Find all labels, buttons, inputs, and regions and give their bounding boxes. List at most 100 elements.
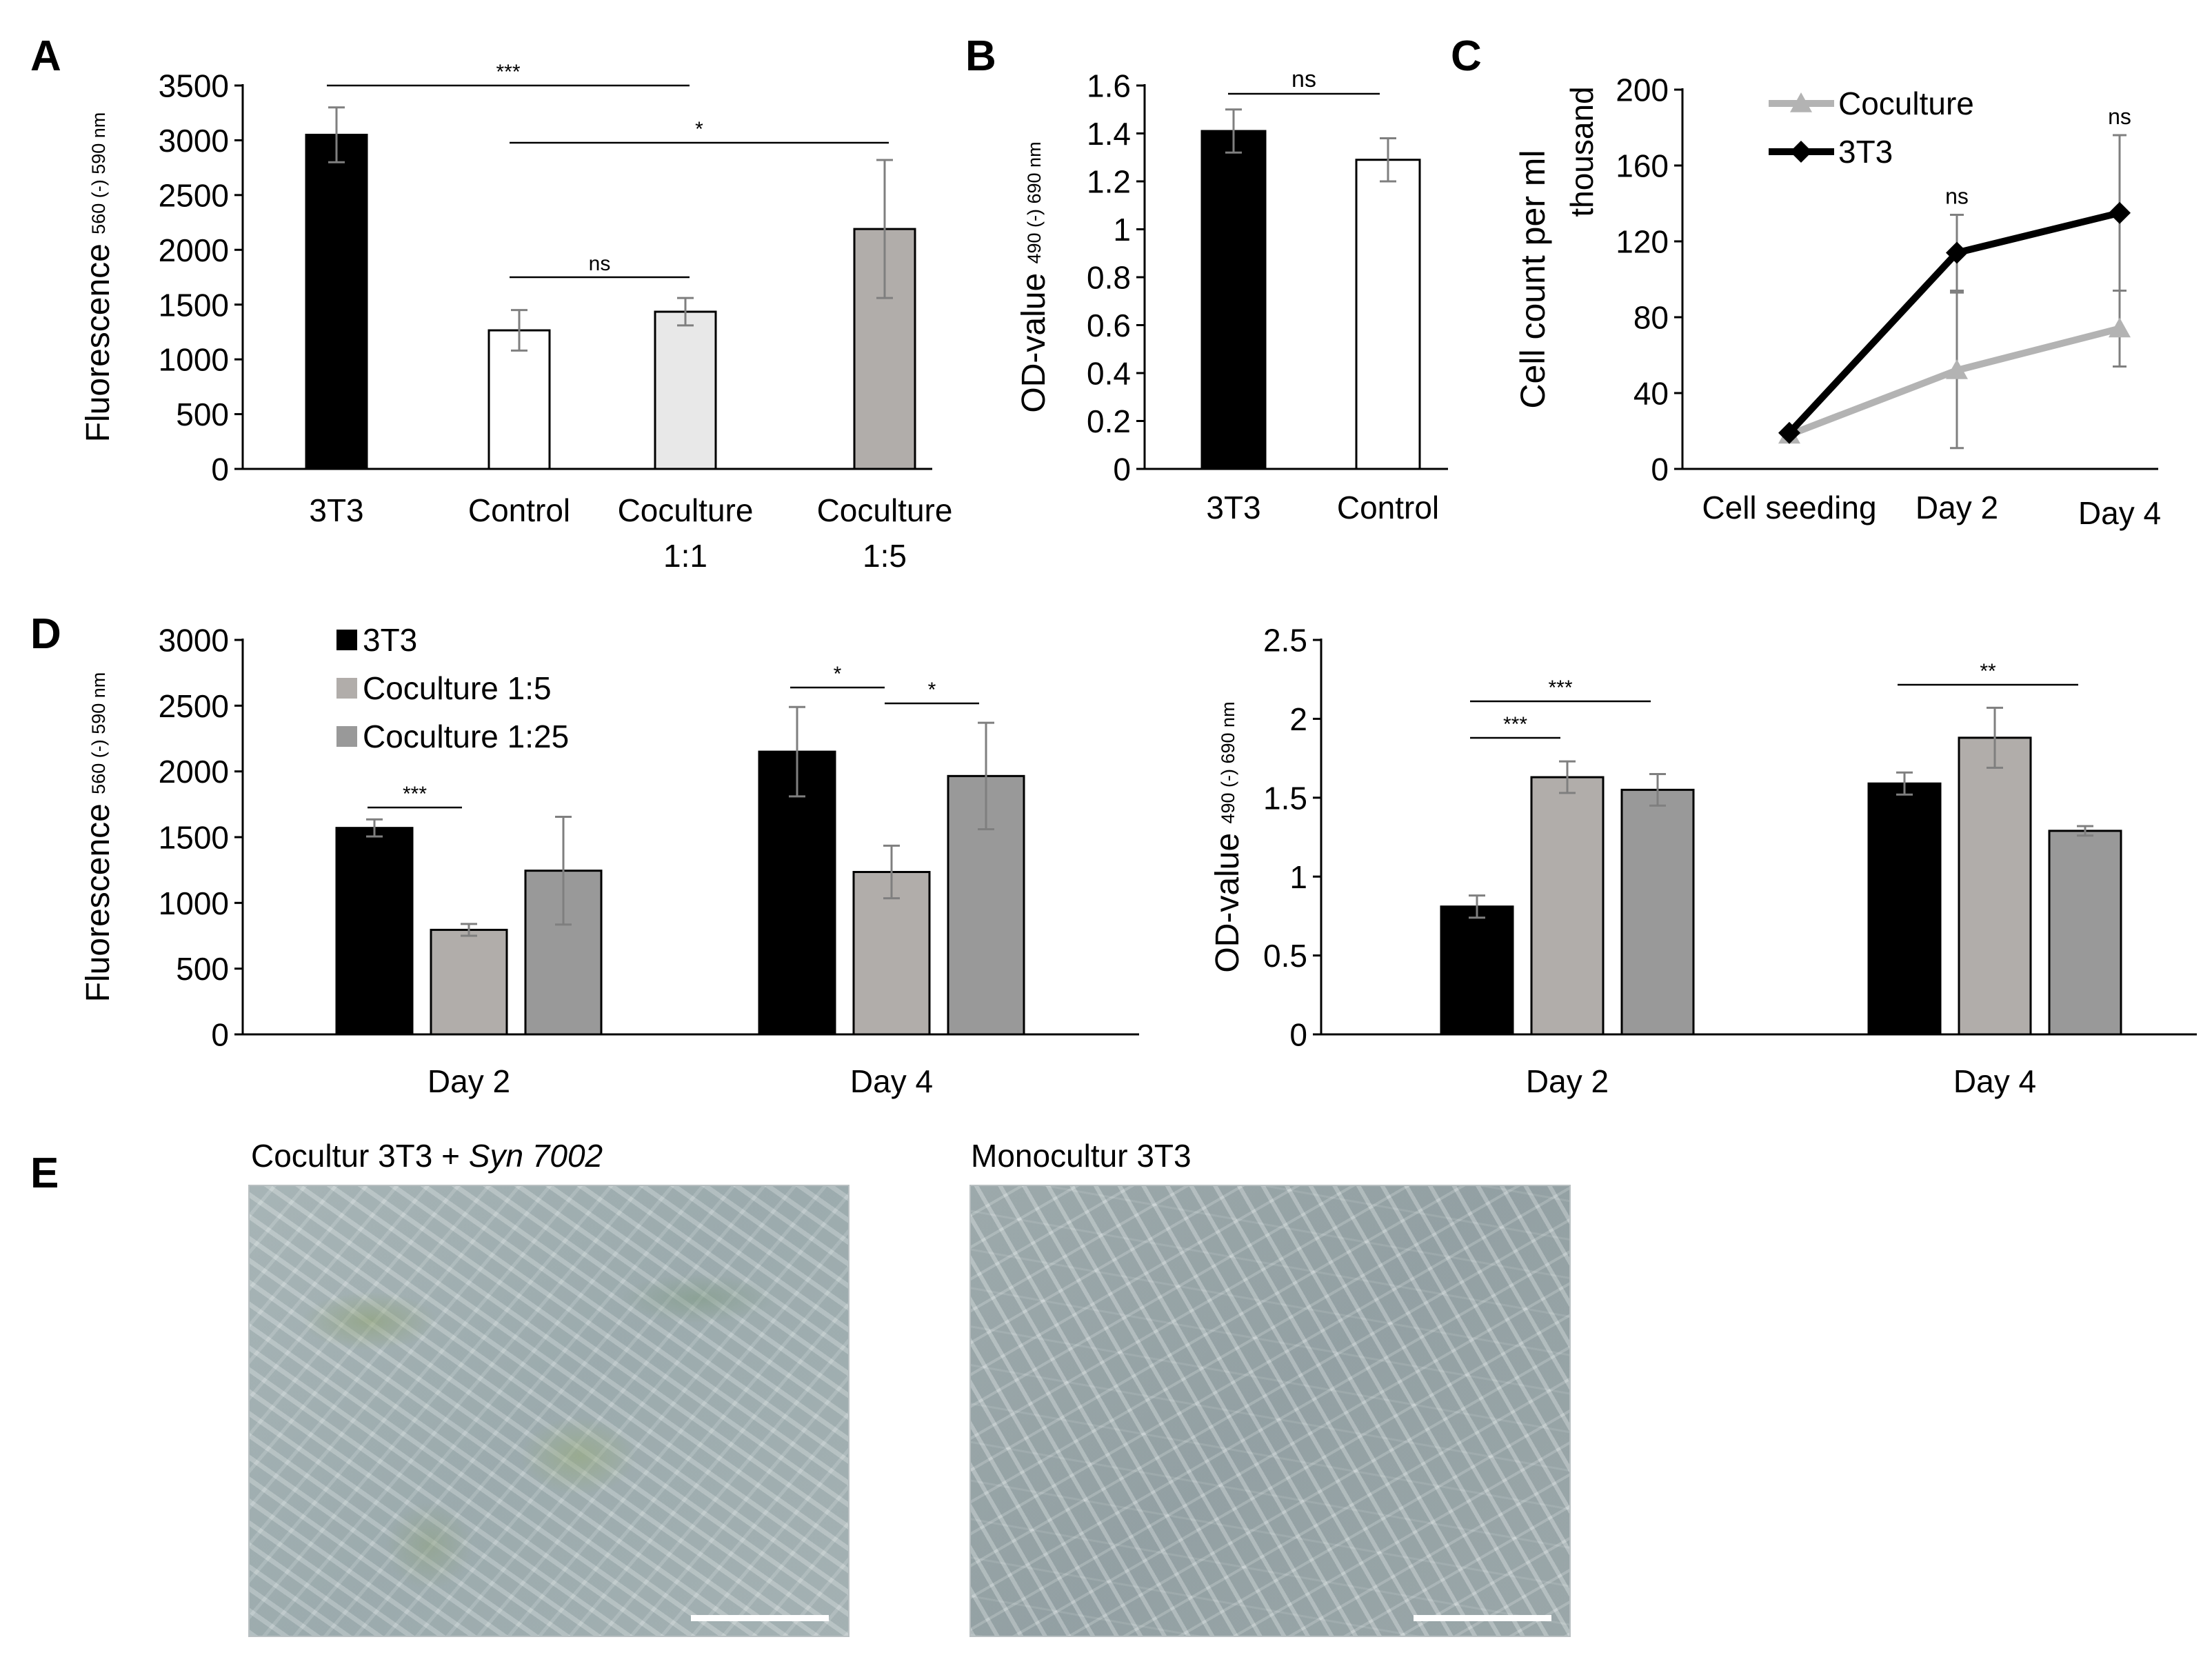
- y-tick-label: 0: [211, 452, 229, 488]
- legend-marker: [1790, 92, 1812, 112]
- scale-bar: [691, 1615, 829, 1621]
- y-tick-label: 1.4: [1087, 116, 1131, 152]
- panel-letter-a: A: [30, 32, 61, 80]
- data-point: [1946, 241, 1968, 264]
- y-axis-label: OD-value 490 (-) 690 nm: [1016, 141, 1052, 412]
- significance-label: ***: [496, 61, 520, 83]
- y-tick-label: 200: [1616, 72, 1669, 108]
- bar: [1440, 905, 1514, 1036]
- y-tick-label: 0.6: [1087, 308, 1131, 343]
- y-axis-label-main: Fluorescence: [80, 794, 117, 1002]
- x-tick-label: 1:5: [863, 538, 907, 574]
- y-tick-label: 3000: [159, 623, 229, 659]
- micrograph-monoculture: [969, 1185, 1571, 1637]
- y-tick-label: 40: [1633, 376, 1669, 412]
- data-point: [1946, 359, 1968, 379]
- y-tick-label: 1.2: [1087, 164, 1131, 200]
- y-tick-label: 1000: [159, 885, 229, 921]
- x-tick-label: Day 2: [428, 1063, 510, 1099]
- y-axis-label-main: OD-value: [1209, 824, 1246, 973]
- y-tick-label: 500: [176, 397, 229, 432]
- y-tick-label: 1500: [159, 820, 229, 856]
- y-tick-label: 0: [1289, 1017, 1307, 1053]
- bar: [2048, 830, 2122, 1036]
- bar: [1355, 159, 1421, 470]
- panel-letter-e: E: [30, 1150, 59, 1197]
- chart-a: 0 500 1000 1500 2000 2500 3000 3500 Fluorescence…: [80, 61, 952, 574]
- y-axis-label: Fluorescence 560 (-) 590 nm: [80, 112, 117, 443]
- legend-marker: [1790, 141, 1812, 163]
- y-axis-label: Cell count per ml: [1514, 150, 1552, 408]
- legend-label: Coculture: [1838, 86, 1974, 121]
- x-tick-label: 3T3: [1206, 490, 1260, 525]
- y-tick-label: 2: [1289, 701, 1307, 737]
- y-axis-label-sub: 490 (-) 690 nm: [1218, 701, 1238, 823]
- x-tick-label: Day 4: [1953, 1063, 2036, 1099]
- y-tick-label: 2000: [159, 754, 229, 790]
- y-tick-label: 3000: [159, 123, 229, 159]
- y-tick-label: 1.6: [1087, 68, 1131, 104]
- legend-label: Coculture 1:5: [363, 670, 552, 706]
- y-tick-label: 0.5: [1263, 938, 1307, 974]
- y-tick-label: 3500: [159, 68, 229, 104]
- significance-label: **: [1980, 660, 1996, 683]
- legend-swatch: [336, 678, 357, 699]
- x-tick-label: Control: [468, 492, 570, 528]
- data-point: [1778, 421, 1800, 444]
- chart-d-od: 0 0.5 1 1.5 2 2.5 OD-value 490 (-) 690 nm Day 2…: [1209, 623, 2197, 1099]
- y-axis-label-main: OD-value: [1016, 264, 1052, 413]
- chart-b: 0 0.2 0.4 0.6 0.8 1 1.2 1.4 1.6 OD-value 490 (-) …: [1016, 66, 1448, 525]
- bar: [305, 133, 368, 470]
- bar: [1867, 782, 1942, 1036]
- x-tick-label: Coculture: [817, 492, 953, 528]
- panel-letters: A B C D E: [30, 32, 1482, 1197]
- significance-label: ns: [589, 252, 611, 275]
- legend-label: 3T3: [1838, 134, 1893, 170]
- y-tick-label: 1: [1289, 859, 1307, 895]
- x-tick-label: Day 2: [1526, 1063, 1609, 1099]
- legend-swatch: [336, 726, 357, 747]
- panel-letter-d: D: [30, 610, 61, 658]
- x-tick-label: 1:1: [663, 538, 707, 574]
- y-tick-label: 1500: [159, 287, 229, 323]
- y-axis-label: OD-value 490 (-) 690 nm: [1209, 701, 1246, 972]
- y-tick-label: 0: [1113, 452, 1131, 488]
- x-tick-label: Day 4: [850, 1063, 933, 1099]
- significance-label: ***: [1548, 676, 1572, 699]
- x-tick-label: Control: [1337, 490, 1439, 525]
- bar: [1958, 736, 2032, 1036]
- y-tick-label: 80: [1633, 300, 1669, 336]
- y-tick-label: 1.5: [1263, 780, 1307, 816]
- y-axis-label-main: Fluorescence: [80, 234, 117, 442]
- y-tick-label: 2000: [159, 232, 229, 268]
- y-tick-label: 500: [176, 951, 229, 987]
- significance-label: ns: [1291, 66, 1316, 92]
- y-tick-label: 120: [1616, 224, 1669, 260]
- bar: [487, 329, 551, 470]
- y-tick-label: 0.8: [1087, 260, 1131, 296]
- x-tick-label: Day 4: [2078, 495, 2161, 531]
- x-tick-label: Cell seeding: [1702, 490, 1876, 525]
- chart-c: 0 40 80 120 160 200 Cell count per ml thousand C…: [1514, 72, 2161, 531]
- y-tick-label: 1: [1113, 212, 1131, 248]
- bar: [430, 928, 508, 1036]
- chart-d-fluorescence: 0 500 1000 1500 2000 2500 3000 Fluorescence 560…: [80, 622, 1139, 1099]
- y-tick-label: 0.4: [1087, 356, 1131, 392]
- y-tick-label: 2.5: [1263, 623, 1307, 659]
- y-tick-label: 2500: [159, 688, 229, 724]
- y-tick-label: 2500: [159, 177, 229, 213]
- significance-label: ***: [403, 783, 427, 805]
- significance-label: *: [695, 118, 703, 141]
- bar: [1200, 130, 1267, 470]
- x-tick-label: Day 2: [1916, 490, 1998, 525]
- legend-label: 3T3: [363, 622, 417, 658]
- y-tick-label: 160: [1616, 148, 1669, 184]
- panel-letter-c: C: [1451, 32, 1482, 80]
- legend-label: Coculture 1:25: [363, 719, 569, 754]
- legend-swatch: [336, 630, 357, 650]
- data-point: [2109, 317, 2131, 338]
- bar: [1620, 788, 1695, 1036]
- x-tick-label: 3T3: [309, 492, 363, 528]
- bar: [654, 310, 717, 470]
- bar: [758, 750, 836, 1036]
